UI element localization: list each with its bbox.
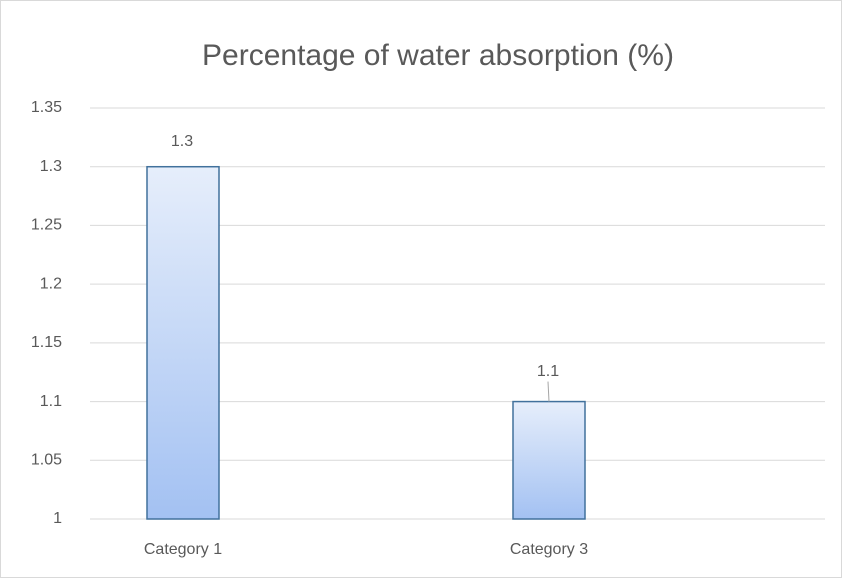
y-tick-label: 1 <box>53 510 62 527</box>
y-tick-label: 1.05 <box>31 452 62 469</box>
data-label: 1.1 <box>537 363 559 380</box>
leader-line <box>547 381 550 402</box>
y-tick-label: 1.3 <box>40 158 62 175</box>
x-tick-label: Category 3 <box>510 541 588 558</box>
chart-title: Percentage of water absorption (%) <box>202 39 674 72</box>
y-tick-label: 1.2 <box>40 275 62 292</box>
y-tick-label: 1.1 <box>40 393 62 410</box>
bar <box>512 400 586 520</box>
bar <box>146 165 220 520</box>
y-tick-label: 1.35 <box>31 99 62 116</box>
data-label: 1.3 <box>171 133 193 150</box>
y-tick-label: 1.15 <box>31 334 62 351</box>
y-tick-label: 1.25 <box>31 217 62 234</box>
x-tick-label: Category 1 <box>144 541 222 558</box>
